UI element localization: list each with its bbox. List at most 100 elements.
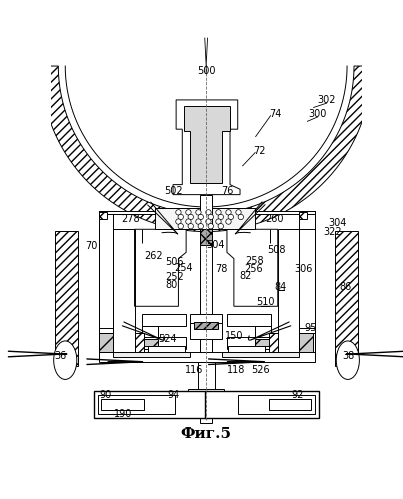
Text: 306: 306 <box>295 264 313 274</box>
Text: 70: 70 <box>85 241 98 251</box>
Bar <box>268 333 278 352</box>
Circle shape <box>176 210 181 215</box>
Circle shape <box>208 214 214 220</box>
Bar <box>200 229 212 245</box>
Circle shape <box>198 214 204 220</box>
Circle shape <box>208 224 214 229</box>
Text: 116: 116 <box>185 365 204 375</box>
Bar <box>227 337 269 349</box>
Text: 94: 94 <box>167 390 179 400</box>
Text: 90: 90 <box>99 390 111 400</box>
Text: 38: 38 <box>343 351 355 361</box>
Text: 82: 82 <box>239 271 251 281</box>
Bar <box>238 395 315 414</box>
Text: 506: 506 <box>165 256 184 266</box>
Text: 300: 300 <box>309 109 327 119</box>
Text: 302: 302 <box>318 95 336 105</box>
Text: 190: 190 <box>114 409 132 419</box>
Circle shape <box>196 219 201 224</box>
Text: 84: 84 <box>275 282 287 292</box>
Circle shape <box>218 214 224 220</box>
Polygon shape <box>135 229 186 306</box>
Circle shape <box>206 219 211 224</box>
Bar <box>190 323 222 339</box>
Text: 92: 92 <box>292 390 304 400</box>
Bar <box>189 389 224 396</box>
Text: 80: 80 <box>165 280 178 290</box>
Text: 36: 36 <box>54 351 67 361</box>
Bar <box>99 352 315 362</box>
Bar <box>335 231 358 366</box>
Bar <box>94 391 207 418</box>
Bar <box>99 333 113 352</box>
Circle shape <box>188 214 193 220</box>
Text: 258: 258 <box>245 256 264 266</box>
Bar <box>222 352 299 357</box>
Bar <box>194 396 218 400</box>
Bar <box>268 399 311 410</box>
Text: 508: 508 <box>267 245 285 255</box>
Text: 500: 500 <box>197 66 215 76</box>
Circle shape <box>206 210 211 215</box>
Circle shape <box>186 210 191 215</box>
Circle shape <box>216 210 221 215</box>
Circle shape <box>188 224 193 229</box>
Circle shape <box>238 214 243 220</box>
Polygon shape <box>41 66 372 232</box>
Circle shape <box>178 224 183 229</box>
Bar <box>99 213 107 219</box>
Text: 322: 322 <box>323 228 342 238</box>
Text: 74: 74 <box>269 109 282 119</box>
Bar <box>147 346 185 352</box>
Text: 254: 254 <box>174 263 193 273</box>
Bar <box>200 323 212 423</box>
Bar <box>55 231 78 366</box>
Text: 118: 118 <box>227 365 245 375</box>
Circle shape <box>228 214 233 220</box>
Bar <box>102 399 144 410</box>
Text: 502: 502 <box>164 186 182 196</box>
Bar <box>299 333 313 352</box>
Bar <box>135 333 144 352</box>
Bar <box>142 325 158 339</box>
Ellipse shape <box>336 341 359 379</box>
Text: 510: 510 <box>256 297 275 307</box>
Bar <box>98 395 174 414</box>
Bar <box>227 314 271 325</box>
Text: 78: 78 <box>215 264 228 274</box>
Bar <box>206 391 319 418</box>
Bar <box>256 339 271 345</box>
Bar <box>190 314 222 323</box>
Text: 256: 256 <box>244 263 262 273</box>
Ellipse shape <box>54 341 77 379</box>
Text: 252: 252 <box>165 272 184 282</box>
Text: 504: 504 <box>206 240 224 250</box>
Circle shape <box>178 214 183 220</box>
Bar <box>155 208 256 229</box>
Circle shape <box>196 210 201 215</box>
Bar <box>299 213 307 219</box>
Text: 72: 72 <box>253 146 266 156</box>
Text: Фиг.5: Фиг.5 <box>181 427 232 441</box>
Bar <box>142 314 186 325</box>
Bar <box>229 346 266 352</box>
Text: 304: 304 <box>328 218 347 228</box>
Polygon shape <box>184 106 230 183</box>
Bar <box>144 337 186 349</box>
Circle shape <box>186 219 191 224</box>
Bar <box>194 322 218 329</box>
Text: 86: 86 <box>339 282 352 292</box>
Circle shape <box>226 210 231 215</box>
Polygon shape <box>99 208 315 214</box>
Text: 262: 262 <box>145 251 163 261</box>
Text: 278: 278 <box>121 214 140 224</box>
Bar <box>113 352 190 357</box>
Circle shape <box>236 210 241 215</box>
Polygon shape <box>173 100 240 195</box>
Circle shape <box>216 219 221 224</box>
Text: 76: 76 <box>221 186 233 196</box>
Bar <box>142 339 158 345</box>
Text: 95: 95 <box>305 323 317 333</box>
Circle shape <box>226 219 231 224</box>
Text: 524: 524 <box>158 334 177 344</box>
